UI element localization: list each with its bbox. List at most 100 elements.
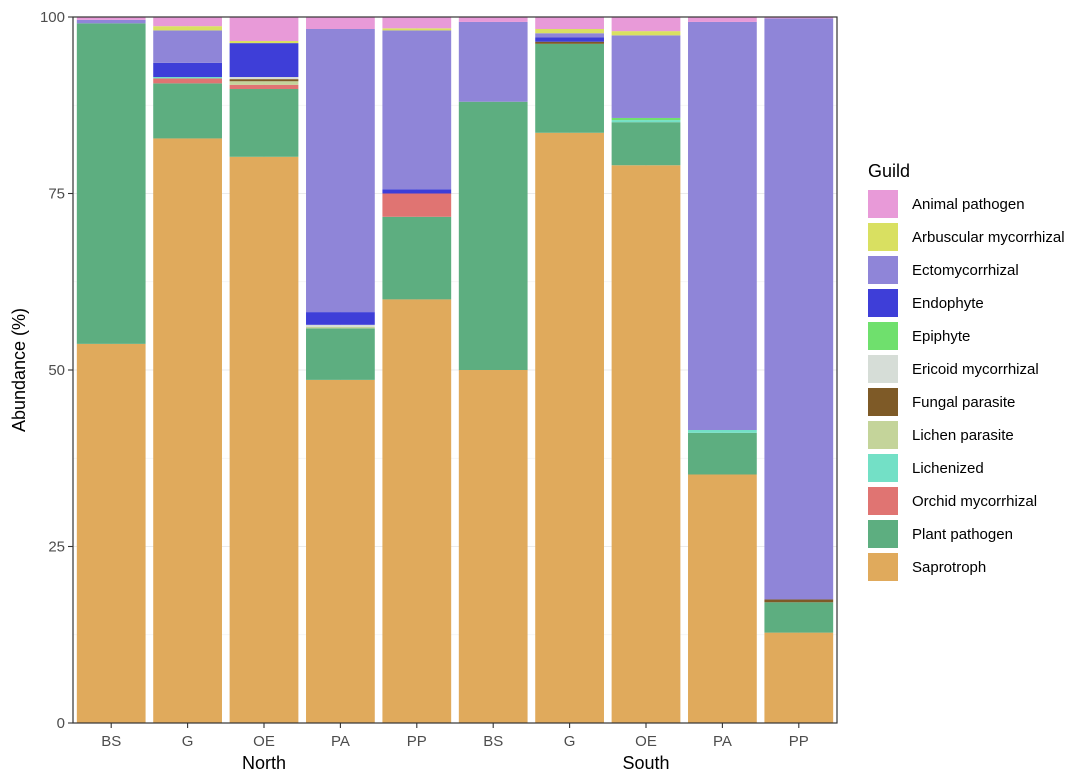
bar-segment bbox=[764, 17, 834, 19]
bar-segment bbox=[382, 299, 452, 723]
bar-segment bbox=[229, 89, 299, 157]
x-tick-label: BS bbox=[101, 733, 121, 750]
legend-label: Animal pathogen bbox=[912, 196, 1025, 213]
bar-segment bbox=[688, 21, 757, 431]
bar-segment bbox=[229, 41, 299, 44]
bar-segment bbox=[611, 117, 681, 121]
bar-segment bbox=[382, 193, 452, 217]
bar-segment bbox=[382, 30, 452, 190]
legend-title: Guild bbox=[868, 161, 910, 181]
bar-segment bbox=[611, 31, 681, 36]
bar-segment bbox=[611, 122, 681, 166]
bar-segment bbox=[764, 602, 834, 633]
bar-segment bbox=[229, 77, 299, 80]
legend-swatch bbox=[868, 520, 898, 548]
bar-segment bbox=[153, 30, 222, 63]
bar-segment bbox=[611, 165, 681, 723]
bar-segment bbox=[458, 21, 528, 102]
x-tick-label: OE bbox=[253, 733, 275, 750]
bar-segment bbox=[535, 29, 604, 34]
legend-swatch bbox=[868, 454, 898, 482]
bar-segment bbox=[153, 138, 222, 723]
bar-segment bbox=[764, 599, 834, 603]
y-tick-label: 75 bbox=[48, 186, 65, 203]
bar-segment bbox=[229, 43, 299, 78]
bar-segment bbox=[153, 78, 222, 84]
bar-segment bbox=[229, 84, 299, 90]
legend-swatch bbox=[868, 553, 898, 581]
group-label: North bbox=[242, 753, 286, 773]
bar-segment bbox=[688, 432, 757, 475]
bar-segment bbox=[306, 29, 375, 313]
bar-segment bbox=[76, 19, 146, 24]
bar-segment bbox=[229, 81, 299, 85]
bar-segment bbox=[688, 430, 757, 433]
bar-segment bbox=[764, 632, 834, 723]
bar-segment bbox=[611, 120, 681, 123]
legend-swatch bbox=[868, 289, 898, 317]
bar-segment bbox=[306, 324, 375, 327]
bar-segment bbox=[535, 132, 604, 723]
legend-label: Epiphyte bbox=[912, 328, 970, 345]
bar-segment bbox=[688, 17, 757, 22]
bar-segment bbox=[535, 37, 604, 42]
legend-label: Fungal parasite bbox=[912, 394, 1015, 411]
x-tick-label: PA bbox=[331, 733, 350, 750]
legend-label: Endophyte bbox=[912, 295, 984, 312]
legend-swatch bbox=[868, 256, 898, 284]
bar-segment bbox=[306, 17, 375, 30]
bar-segment bbox=[306, 379, 375, 723]
axes-layer: 0 25 50 75 100 BS G OE PA PP BS G OE PA PP North South bbox=[40, 9, 809, 773]
legend-label: Arbuscular mycorrhizal bbox=[912, 229, 1065, 246]
y-tick-label: 50 bbox=[48, 362, 65, 379]
bar-segment bbox=[153, 77, 222, 79]
x-tick-label: PA bbox=[713, 733, 732, 750]
bars-layer bbox=[76, 17, 834, 724]
bar-segment bbox=[153, 83, 222, 139]
bar-segment bbox=[229, 156, 299, 724]
legend-swatch bbox=[868, 322, 898, 350]
x-tick-label: G bbox=[182, 733, 194, 750]
bar-segment bbox=[306, 312, 375, 325]
bar-segment bbox=[535, 33, 604, 38]
legend-label: Ectomycorrhizal bbox=[912, 262, 1019, 279]
bar-segment bbox=[382, 216, 452, 300]
x-tick-label: BS bbox=[483, 733, 503, 750]
bar-segment bbox=[382, 17, 452, 29]
x-tick-label: G bbox=[564, 733, 576, 750]
x-tick-label: PP bbox=[789, 733, 809, 750]
bar-segment bbox=[229, 79, 299, 82]
legend-label: Orchid mycorrhizal bbox=[912, 493, 1037, 510]
bar-segment bbox=[458, 370, 528, 723]
legend-label: Saprotroph bbox=[912, 559, 986, 576]
x-tick-label: PP bbox=[407, 733, 427, 750]
bar-segment bbox=[153, 17, 222, 27]
legend-label: Lichenized bbox=[912, 460, 984, 477]
bar-segment bbox=[153, 62, 222, 78]
legend-label: Plant pathogen bbox=[912, 526, 1013, 543]
bar-segment bbox=[76, 343, 146, 723]
bar-segment bbox=[535, 41, 604, 44]
bar-segment bbox=[153, 26, 222, 31]
y-tick-label: 25 bbox=[48, 539, 65, 556]
legend-swatch bbox=[868, 355, 898, 383]
bar-segment bbox=[382, 28, 452, 31]
bar-segment bbox=[611, 17, 681, 32]
bar-segment bbox=[535, 43, 604, 133]
y-tick-label: 100 bbox=[40, 9, 65, 26]
x-tick-label: OE bbox=[635, 733, 657, 750]
bar-segment bbox=[229, 17, 299, 42]
legend-swatch bbox=[868, 421, 898, 449]
legend-swatch bbox=[868, 388, 898, 416]
bar-segment bbox=[76, 23, 146, 344]
group-label: South bbox=[622, 753, 669, 773]
bar-segment bbox=[611, 35, 681, 118]
legend: Guild Animal pathogen Arbuscular mycorrhi… bbox=[868, 161, 1065, 581]
bar-segment bbox=[306, 328, 375, 380]
bar-segment bbox=[458, 17, 528, 22]
legend-label: Ericoid mycorrhizal bbox=[912, 361, 1039, 378]
legend-swatch bbox=[868, 190, 898, 218]
y-tick-label: 0 bbox=[57, 715, 65, 732]
